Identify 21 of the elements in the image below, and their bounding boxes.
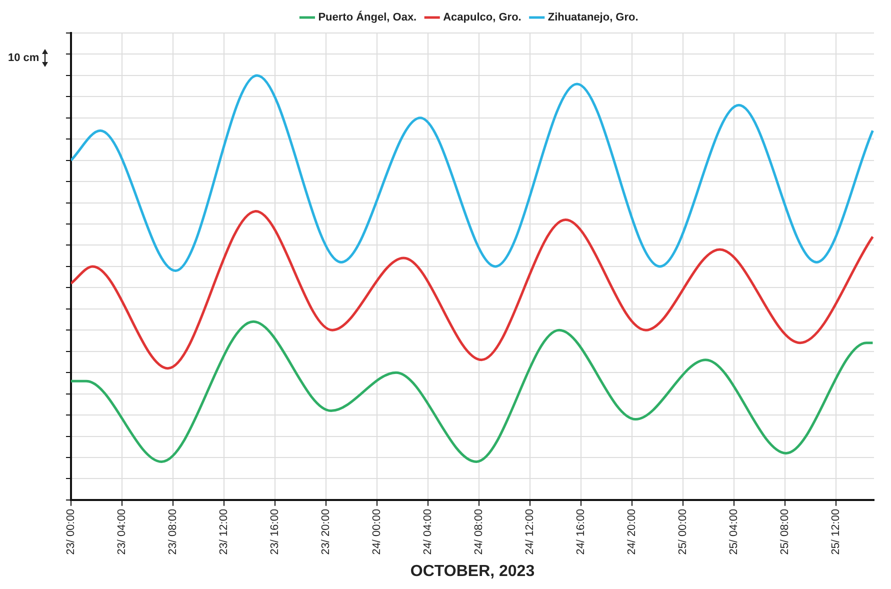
x-tick-label: 24/ 08:00 xyxy=(472,508,485,555)
x-tick-label: 25/ 12:00 xyxy=(830,508,842,555)
text: 10 cm xyxy=(8,52,40,64)
legend-label: Zihuatanejo, Gro. xyxy=(548,12,638,24)
x-tick-label: 25/ 08:00 xyxy=(778,508,791,555)
x-tick-label: 23/ 04:00 xyxy=(116,508,128,555)
x-tick-label: 24/ 12:00 xyxy=(524,508,536,555)
legend-label: Puerto Ángel, Oax. xyxy=(318,10,417,24)
x-tick-label: 24/ 00:00 xyxy=(370,508,383,555)
x-tick-label: 25/ 00:00 xyxy=(676,508,689,555)
x-tick-label: 24/ 04:00 xyxy=(422,508,434,555)
x-axis-title: OCTOBER, 2023 xyxy=(410,562,535,580)
x-tick-label: 23/ 16:00 xyxy=(268,508,281,555)
x-tick-label: 23/ 12:00 xyxy=(218,508,230,555)
x-tick-label: 25/ 04:00 xyxy=(728,508,740,555)
x-tick-label: 23/ 00:00 xyxy=(65,508,78,555)
x-tick-label: 23/ 08:00 xyxy=(167,508,179,555)
legend-label: Acapulco, Gro. xyxy=(443,12,522,24)
x-tick-label: 24/ 16:00 xyxy=(574,508,587,555)
x-tick-label: 23/ 20:00 xyxy=(320,508,332,555)
x-tick-label: 24/ 20:00 xyxy=(626,508,638,555)
